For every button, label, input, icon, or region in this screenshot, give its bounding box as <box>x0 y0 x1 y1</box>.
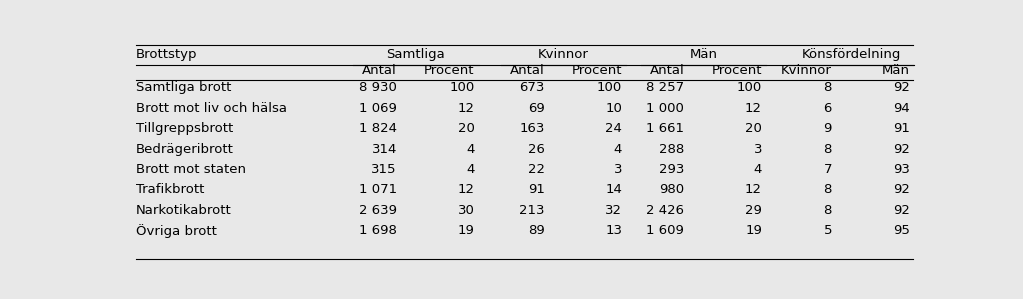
Text: Narkotikabrott: Narkotikabrott <box>136 204 231 217</box>
Text: Män: Män <box>690 48 717 61</box>
Text: Kvinnor: Kvinnor <box>782 64 832 77</box>
Text: Procent: Procent <box>712 64 762 77</box>
Text: 8: 8 <box>824 143 832 155</box>
Text: Antal: Antal <box>362 64 397 77</box>
Text: Trafikbrott: Trafikbrott <box>136 183 205 196</box>
Text: 7: 7 <box>824 163 832 176</box>
Text: 92: 92 <box>893 204 909 217</box>
Text: 32: 32 <box>606 204 622 217</box>
Text: 4: 4 <box>614 143 622 155</box>
Text: 12: 12 <box>457 183 475 196</box>
Text: Antal: Antal <box>650 64 684 77</box>
Text: Tillgreppsbrott: Tillgreppsbrott <box>136 122 233 135</box>
Text: Brott mot staten: Brott mot staten <box>136 163 246 176</box>
Text: 92: 92 <box>893 143 909 155</box>
Text: 94: 94 <box>893 102 909 115</box>
Text: 1 071: 1 071 <box>359 183 397 196</box>
Text: 20: 20 <box>745 122 762 135</box>
Text: 1 661: 1 661 <box>647 122 684 135</box>
Text: Bedrägeribrott: Bedrägeribrott <box>136 143 233 155</box>
Text: 20: 20 <box>457 122 475 135</box>
Text: 1 069: 1 069 <box>359 102 397 115</box>
Text: 19: 19 <box>745 224 762 237</box>
Text: 12: 12 <box>745 102 762 115</box>
Text: 288: 288 <box>659 143 684 155</box>
Text: 12: 12 <box>745 183 762 196</box>
Text: 1 609: 1 609 <box>647 224 684 237</box>
Text: 92: 92 <box>893 183 909 196</box>
Text: 14: 14 <box>606 183 622 196</box>
Text: 22: 22 <box>528 163 544 176</box>
Text: 10: 10 <box>606 102 622 115</box>
Text: Övriga brott: Övriga brott <box>136 224 217 238</box>
Text: 314: 314 <box>371 143 397 155</box>
Text: 89: 89 <box>528 224 544 237</box>
Text: 9: 9 <box>824 122 832 135</box>
Text: Samtliga brott: Samtliga brott <box>136 81 231 94</box>
Text: 213: 213 <box>519 204 544 217</box>
Text: Procent: Procent <box>425 64 475 77</box>
Text: Kvinnor: Kvinnor <box>538 48 589 61</box>
Text: 91: 91 <box>528 183 544 196</box>
Text: 2 639: 2 639 <box>359 204 397 217</box>
Text: 1 000: 1 000 <box>647 102 684 115</box>
Text: 93: 93 <box>893 163 909 176</box>
Text: 24: 24 <box>606 122 622 135</box>
Text: Brott mot liv och hälsa: Brott mot liv och hälsa <box>136 102 286 115</box>
Text: 673: 673 <box>519 81 544 94</box>
Text: 4: 4 <box>466 143 475 155</box>
Text: Samtliga: Samtliga <box>387 48 445 61</box>
Text: 95: 95 <box>893 224 909 237</box>
Text: 100: 100 <box>737 81 762 94</box>
Text: 1 698: 1 698 <box>359 224 397 237</box>
Text: 2 426: 2 426 <box>647 204 684 217</box>
Text: 163: 163 <box>519 122 544 135</box>
Text: 12: 12 <box>457 102 475 115</box>
Text: 100: 100 <box>449 81 475 94</box>
Text: 8: 8 <box>824 204 832 217</box>
Text: Män: Män <box>882 64 909 77</box>
Text: 69: 69 <box>528 102 544 115</box>
Text: 8 257: 8 257 <box>647 81 684 94</box>
Text: 26: 26 <box>528 143 544 155</box>
Text: 19: 19 <box>457 224 475 237</box>
Text: 8: 8 <box>824 183 832 196</box>
Text: 293: 293 <box>659 163 684 176</box>
Text: 92: 92 <box>893 81 909 94</box>
Text: 8 930: 8 930 <box>359 81 397 94</box>
Text: Brottstyp: Brottstyp <box>136 48 197 61</box>
Text: 315: 315 <box>371 163 397 176</box>
Text: 100: 100 <box>597 81 622 94</box>
Text: 3: 3 <box>614 163 622 176</box>
Text: 8: 8 <box>824 81 832 94</box>
Text: 980: 980 <box>659 183 684 196</box>
Text: 4: 4 <box>754 163 762 176</box>
Text: Könsfördelning: Könsfördelning <box>801 48 900 61</box>
Text: Procent: Procent <box>572 64 622 77</box>
Text: 4: 4 <box>466 163 475 176</box>
Text: Antal: Antal <box>509 64 544 77</box>
Text: 6: 6 <box>824 102 832 115</box>
Text: 5: 5 <box>824 224 832 237</box>
Text: 29: 29 <box>745 204 762 217</box>
Text: 3: 3 <box>754 143 762 155</box>
Text: 13: 13 <box>606 224 622 237</box>
Text: 30: 30 <box>457 204 475 217</box>
Text: 91: 91 <box>893 122 909 135</box>
Text: 1 824: 1 824 <box>359 122 397 135</box>
